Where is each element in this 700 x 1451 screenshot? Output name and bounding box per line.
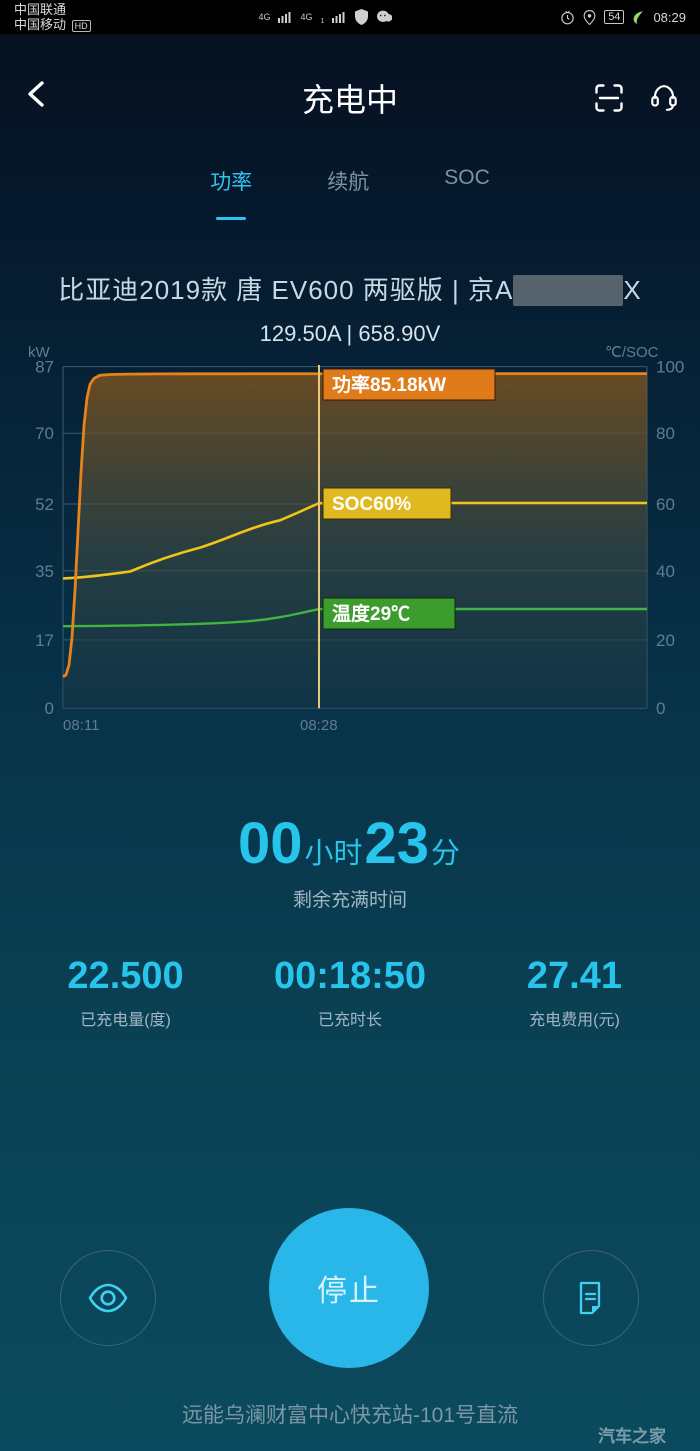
svg-text:℃/SOC: ℃/SOC [605, 344, 659, 361]
svg-text:60: 60 [656, 495, 675, 514]
svg-text:17: 17 [35, 631, 54, 650]
svg-text:08:11: 08:11 [63, 717, 99, 730]
svg-text:SOC60%: SOC60% [332, 494, 411, 515]
svg-text:87: 87 [35, 358, 54, 377]
svg-text:35: 35 [35, 562, 54, 581]
svg-text:52: 52 [35, 495, 54, 514]
svg-text:08:28: 08:28 [300, 717, 338, 730]
svg-text:20: 20 [656, 631, 675, 650]
svg-text:100: 100 [656, 358, 684, 377]
svg-text:0: 0 [45, 699, 54, 718]
svg-text:温度29℃: 温度29℃ [332, 602, 410, 625]
svg-text:功率85.18kW: 功率85.18kW [332, 373, 446, 396]
svg-text:70: 70 [35, 424, 54, 443]
svg-text:0: 0 [656, 699, 665, 718]
svg-text:80: 80 [656, 424, 675, 443]
svg-text:40: 40 [656, 562, 675, 581]
